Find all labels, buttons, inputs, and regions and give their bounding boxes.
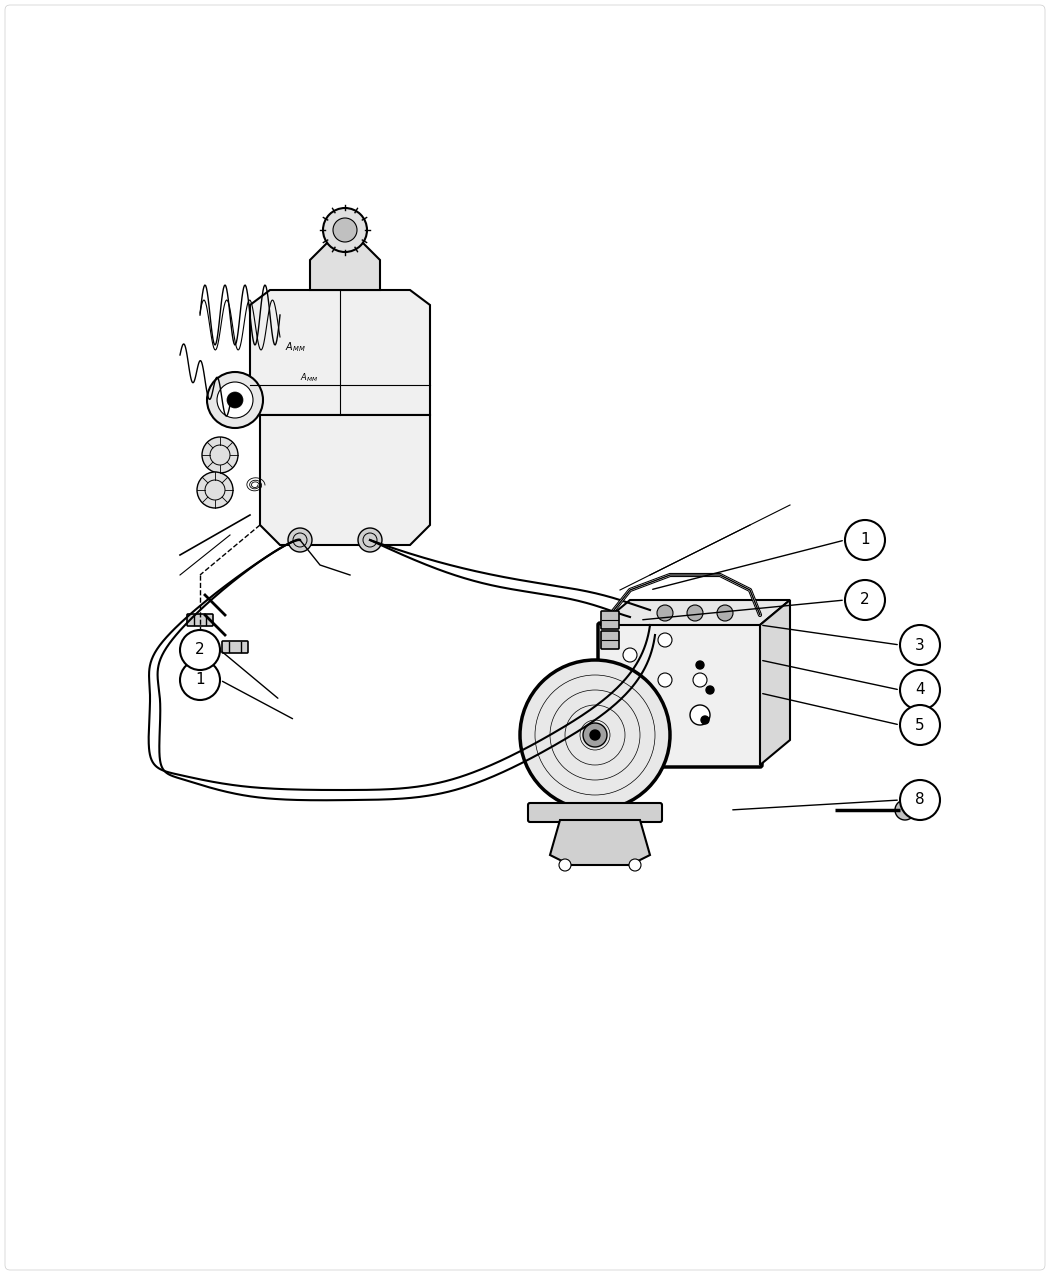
Circle shape	[623, 648, 637, 662]
Circle shape	[202, 437, 238, 473]
Polygon shape	[250, 289, 430, 414]
Circle shape	[900, 669, 940, 710]
Polygon shape	[310, 240, 380, 289]
Circle shape	[717, 606, 733, 621]
Circle shape	[696, 660, 704, 669]
Circle shape	[590, 731, 600, 739]
Circle shape	[629, 859, 640, 871]
Circle shape	[900, 705, 940, 745]
Circle shape	[623, 688, 637, 703]
Text: 1: 1	[195, 672, 205, 687]
Polygon shape	[760, 601, 790, 765]
Polygon shape	[600, 601, 790, 625]
Circle shape	[180, 630, 220, 669]
Text: 2: 2	[860, 593, 869, 607]
Circle shape	[845, 520, 885, 560]
Circle shape	[583, 723, 607, 747]
Circle shape	[358, 528, 382, 552]
Circle shape	[637, 703, 663, 728]
Circle shape	[207, 372, 262, 428]
Polygon shape	[260, 414, 430, 544]
Text: 8: 8	[916, 793, 925, 807]
Circle shape	[288, 528, 312, 552]
Circle shape	[520, 660, 670, 810]
Text: $\mathit{A_{M M}}$: $\mathit{A_{M M}}$	[285, 340, 306, 353]
Circle shape	[701, 717, 709, 724]
Circle shape	[559, 859, 571, 871]
Circle shape	[900, 625, 940, 666]
Text: 4: 4	[916, 682, 925, 697]
Circle shape	[197, 472, 233, 507]
Text: 3: 3	[916, 638, 925, 653]
Polygon shape	[550, 820, 650, 864]
Text: 1: 1	[860, 533, 869, 547]
Circle shape	[658, 632, 672, 646]
Circle shape	[900, 780, 940, 820]
FancyBboxPatch shape	[601, 611, 619, 629]
Circle shape	[180, 660, 220, 700]
Text: 5: 5	[916, 718, 925, 733]
Text: $\mathit{A_{M M}}$: $\mathit{A_{M M}}$	[300, 371, 318, 384]
Circle shape	[323, 208, 367, 252]
Text: 2: 2	[195, 643, 205, 658]
Circle shape	[333, 218, 357, 242]
Circle shape	[217, 382, 253, 418]
Circle shape	[895, 799, 915, 820]
FancyBboxPatch shape	[601, 631, 619, 649]
Circle shape	[845, 580, 885, 620]
Circle shape	[657, 606, 673, 621]
Circle shape	[706, 686, 714, 694]
Circle shape	[693, 673, 707, 687]
Circle shape	[227, 391, 243, 408]
FancyBboxPatch shape	[528, 803, 662, 822]
FancyBboxPatch shape	[598, 623, 762, 768]
FancyBboxPatch shape	[222, 641, 248, 653]
Circle shape	[690, 705, 710, 725]
Circle shape	[687, 606, 704, 621]
FancyBboxPatch shape	[187, 615, 213, 626]
Circle shape	[658, 673, 672, 687]
